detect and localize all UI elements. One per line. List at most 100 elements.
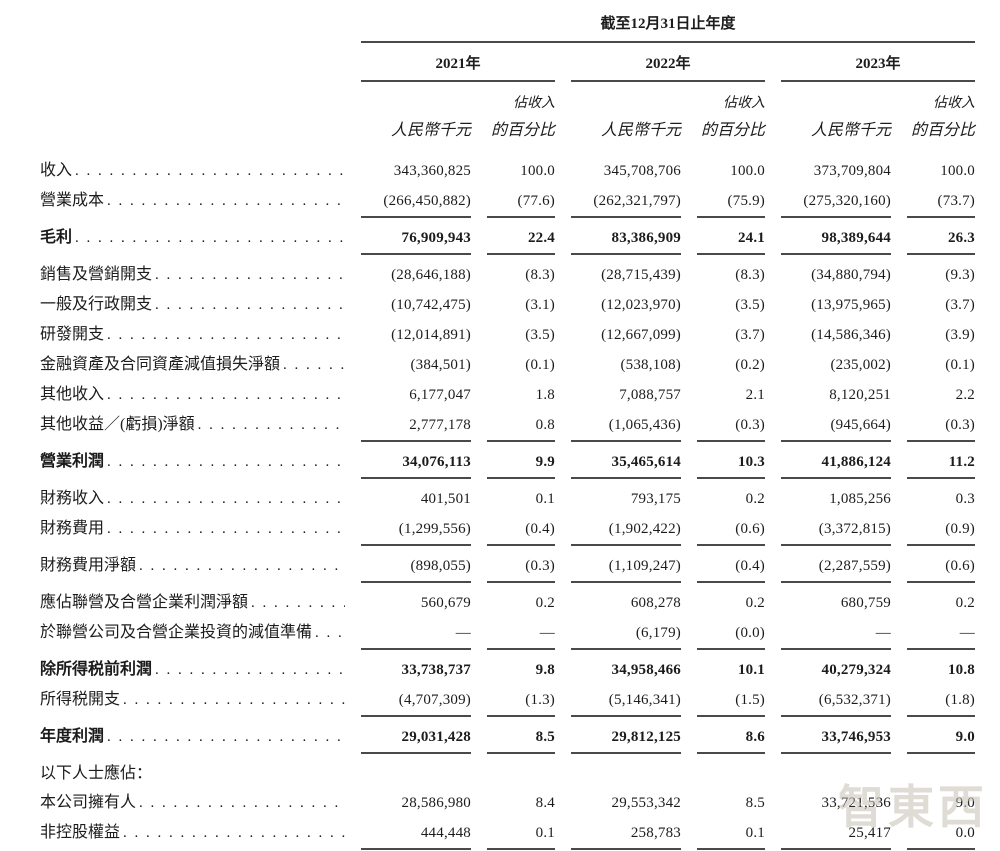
dot-leader — [155, 260, 345, 290]
row-label-text: 本公司擁有人 — [40, 794, 137, 811]
pct-2022-value: 0.2 — [745, 595, 765, 611]
amount-2023-value: 1,085,256 — [829, 491, 891, 507]
pct-2021-value: (1.3) — [487, 686, 555, 717]
amount-2021-value: 34,076,113 — [361, 448, 471, 479]
pct-2023-value: (9.3) — [945, 267, 975, 283]
pct-2021-value: 8.4 — [535, 795, 555, 811]
pct-2023-value: 0.3 — [955, 491, 975, 507]
row-label: 以下人士應佔： — [40, 759, 345, 788]
dot-leader — [123, 685, 345, 715]
table-header-period-row: 截至12月31日止年度 — [40, 12, 1000, 43]
dot-leader — [315, 618, 345, 648]
pct-2022-value: 8.5 — [745, 795, 765, 811]
table-row: 年度利潤 29,031,428 8.5 29,812,125 8.6 33,746,953… — [40, 722, 1000, 754]
pct-2022-value: 100.0 — [730, 163, 765, 179]
amount-2023-value: 41,886,124 — [781, 448, 891, 479]
amount-2023-value: 33,721,536 — [821, 795, 891, 811]
amount-2022-value: 793,175 — [630, 491, 681, 507]
period-title: 截至12月31日止年度 — [361, 12, 975, 43]
amount-2022-value: (1,902,422) — [571, 515, 681, 546]
pct-2021-value: (0.3) — [487, 552, 555, 583]
pct-2022-value: 24.1 — [697, 224, 765, 255]
amount-2021-value: 343,360,825 — [393, 163, 471, 179]
table-row: 其他收益／(虧損)淨額 2,777,178 0.8 (1,065,436) (0.3) (… — [40, 410, 1000, 442]
table-row: 於聯營公司及合營企業投資的減值準備 — — (6,179) (0.0) — — — [40, 618, 1000, 650]
row-label: 其他收入 — [40, 380, 345, 410]
pct-2021-value: 8.5 — [487, 723, 555, 754]
row-label-text: 財務收入 — [40, 490, 105, 507]
dot-leader — [155, 290, 345, 320]
amount-2023-value: 8,120,251 — [829, 387, 891, 403]
table-body: 收入 343,360,825 100.0 345,708,706 100.0 373,70… — [40, 156, 1000, 850]
amount-2022-value: (12,023,970) — [601, 297, 681, 313]
row-label: 所得税開支 — [40, 685, 345, 715]
amount-2022-value: (6,179) — [571, 619, 681, 650]
row-label: 年度利潤 — [40, 722, 345, 752]
amount-2021-value: (898,055) — [361, 552, 471, 583]
pct-2021-value: 1.8 — [535, 387, 555, 403]
pct-2023-value: 11.2 — [907, 448, 975, 479]
row-label: 毛利 — [40, 223, 345, 253]
pct-2021-value: (77.6) — [487, 187, 555, 218]
amount-2023-value: 373,709,804 — [813, 163, 891, 179]
pct-2022-value: (3.5) — [735, 297, 765, 313]
amount-2023-value: (2,287,559) — [781, 552, 891, 583]
pct-2023-value: (1.8) — [907, 686, 975, 717]
pct-2022-value: (0.4) — [697, 552, 765, 583]
pct-2022-value: 10.1 — [737, 662, 765, 678]
pct-of-revenue-label: 佔收入 — [933, 96, 975, 111]
amount-2021-value: 6,177,047 — [409, 387, 471, 403]
table-subheader-row-1: 佔收入 佔收入 佔收入 — [40, 92, 1000, 116]
row-label-text: 其他收入 — [40, 386, 105, 403]
amount-2023-value: (3,372,815) — [781, 515, 891, 546]
pct-2022-value: (1.5) — [697, 686, 765, 717]
row-label: 一般及行政開支 — [40, 290, 345, 320]
pct-2021-value: (8.3) — [525, 267, 555, 283]
row-label: 財務收入 — [40, 484, 345, 514]
table-row: 其他收入 6,177,047 1.8 7,088,757 2.1 8,120,251 2.2 — [40, 380, 1000, 410]
dot-leader — [155, 655, 345, 685]
row-label-text: 所得税開支 — [40, 691, 121, 708]
amount-2022-value: (538,108) — [620, 357, 681, 373]
pct-2023-value: 0.2 — [955, 595, 975, 611]
dot-leader — [107, 320, 345, 350]
amount-2021-value: — — [361, 619, 471, 650]
pct-2022-value: 2.1 — [745, 387, 765, 403]
pct-of-revenue-label: 的百分比 — [490, 122, 555, 139]
row-label: 於聯營公司及合營企業投資的減值準備 — [40, 618, 345, 648]
amount-2022-value: 29,812,125 — [571, 723, 681, 754]
dot-leader — [139, 551, 345, 581]
rmb-thousand-label: 人民幣千元 — [600, 122, 681, 139]
pct-2022-value: 8.6 — [697, 723, 765, 754]
pct-2023-value: 100.0 — [940, 163, 975, 179]
row-label-text: 財務費用 — [40, 520, 105, 537]
dot-leader — [107, 484, 345, 514]
dot-leader — [198, 410, 345, 440]
table-row: 營業利潤 34,076,113 9.9 35,465,614 10.3 41,886,12… — [40, 447, 1000, 479]
pct-2023-value: (0.6) — [907, 552, 975, 583]
amount-2023-value: — — [781, 619, 891, 650]
amount-2023-value: 25,417 — [781, 819, 891, 850]
amount-2021-value: (4,707,309) — [361, 686, 471, 717]
amount-2023-value: 40,279,324 — [821, 662, 891, 678]
pct-2021-value: (0.4) — [487, 515, 555, 546]
pct-of-revenue-label: 的百分比 — [700, 122, 765, 139]
pct-2023-value: 10.8 — [947, 662, 975, 678]
table-header-years-row: 2021年 2022年 2023年 — [40, 52, 1000, 82]
pct-2022-value: (75.9) — [697, 187, 765, 218]
amount-2022-value: 258,783 — [571, 819, 681, 850]
row-label-text: 應佔聯營及合營企業利潤淨額 — [40, 594, 249, 611]
amount-2021-value: (1,299,556) — [361, 515, 471, 546]
row-label: 營業利潤 — [40, 447, 345, 477]
row-label-text: 除所得税前利潤 — [40, 661, 153, 678]
dot-leader — [107, 186, 345, 216]
table-row: 除所得税前利潤 33,738,737 9.8 34,958,466 10.1 40,279… — [40, 655, 1000, 685]
pct-2023-value: (0.1) — [945, 357, 975, 373]
pct-2023-value: 9.0 — [955, 795, 975, 811]
amount-2023-value: 680,759 — [840, 595, 891, 611]
amount-2023-value: (34,880,794) — [811, 267, 891, 283]
table-subheader-row-2: 人民幣千元 的百分比 人民幣千元 的百分比 人民幣千元 的百分比 — [40, 116, 1000, 140]
amount-2021-value: 76,909,943 — [361, 224, 471, 255]
dot-leader — [107, 380, 345, 410]
table-row: 非控股權益 444,448 0.1 258,783 0.1 25,417 0.0 — [40, 818, 1000, 850]
